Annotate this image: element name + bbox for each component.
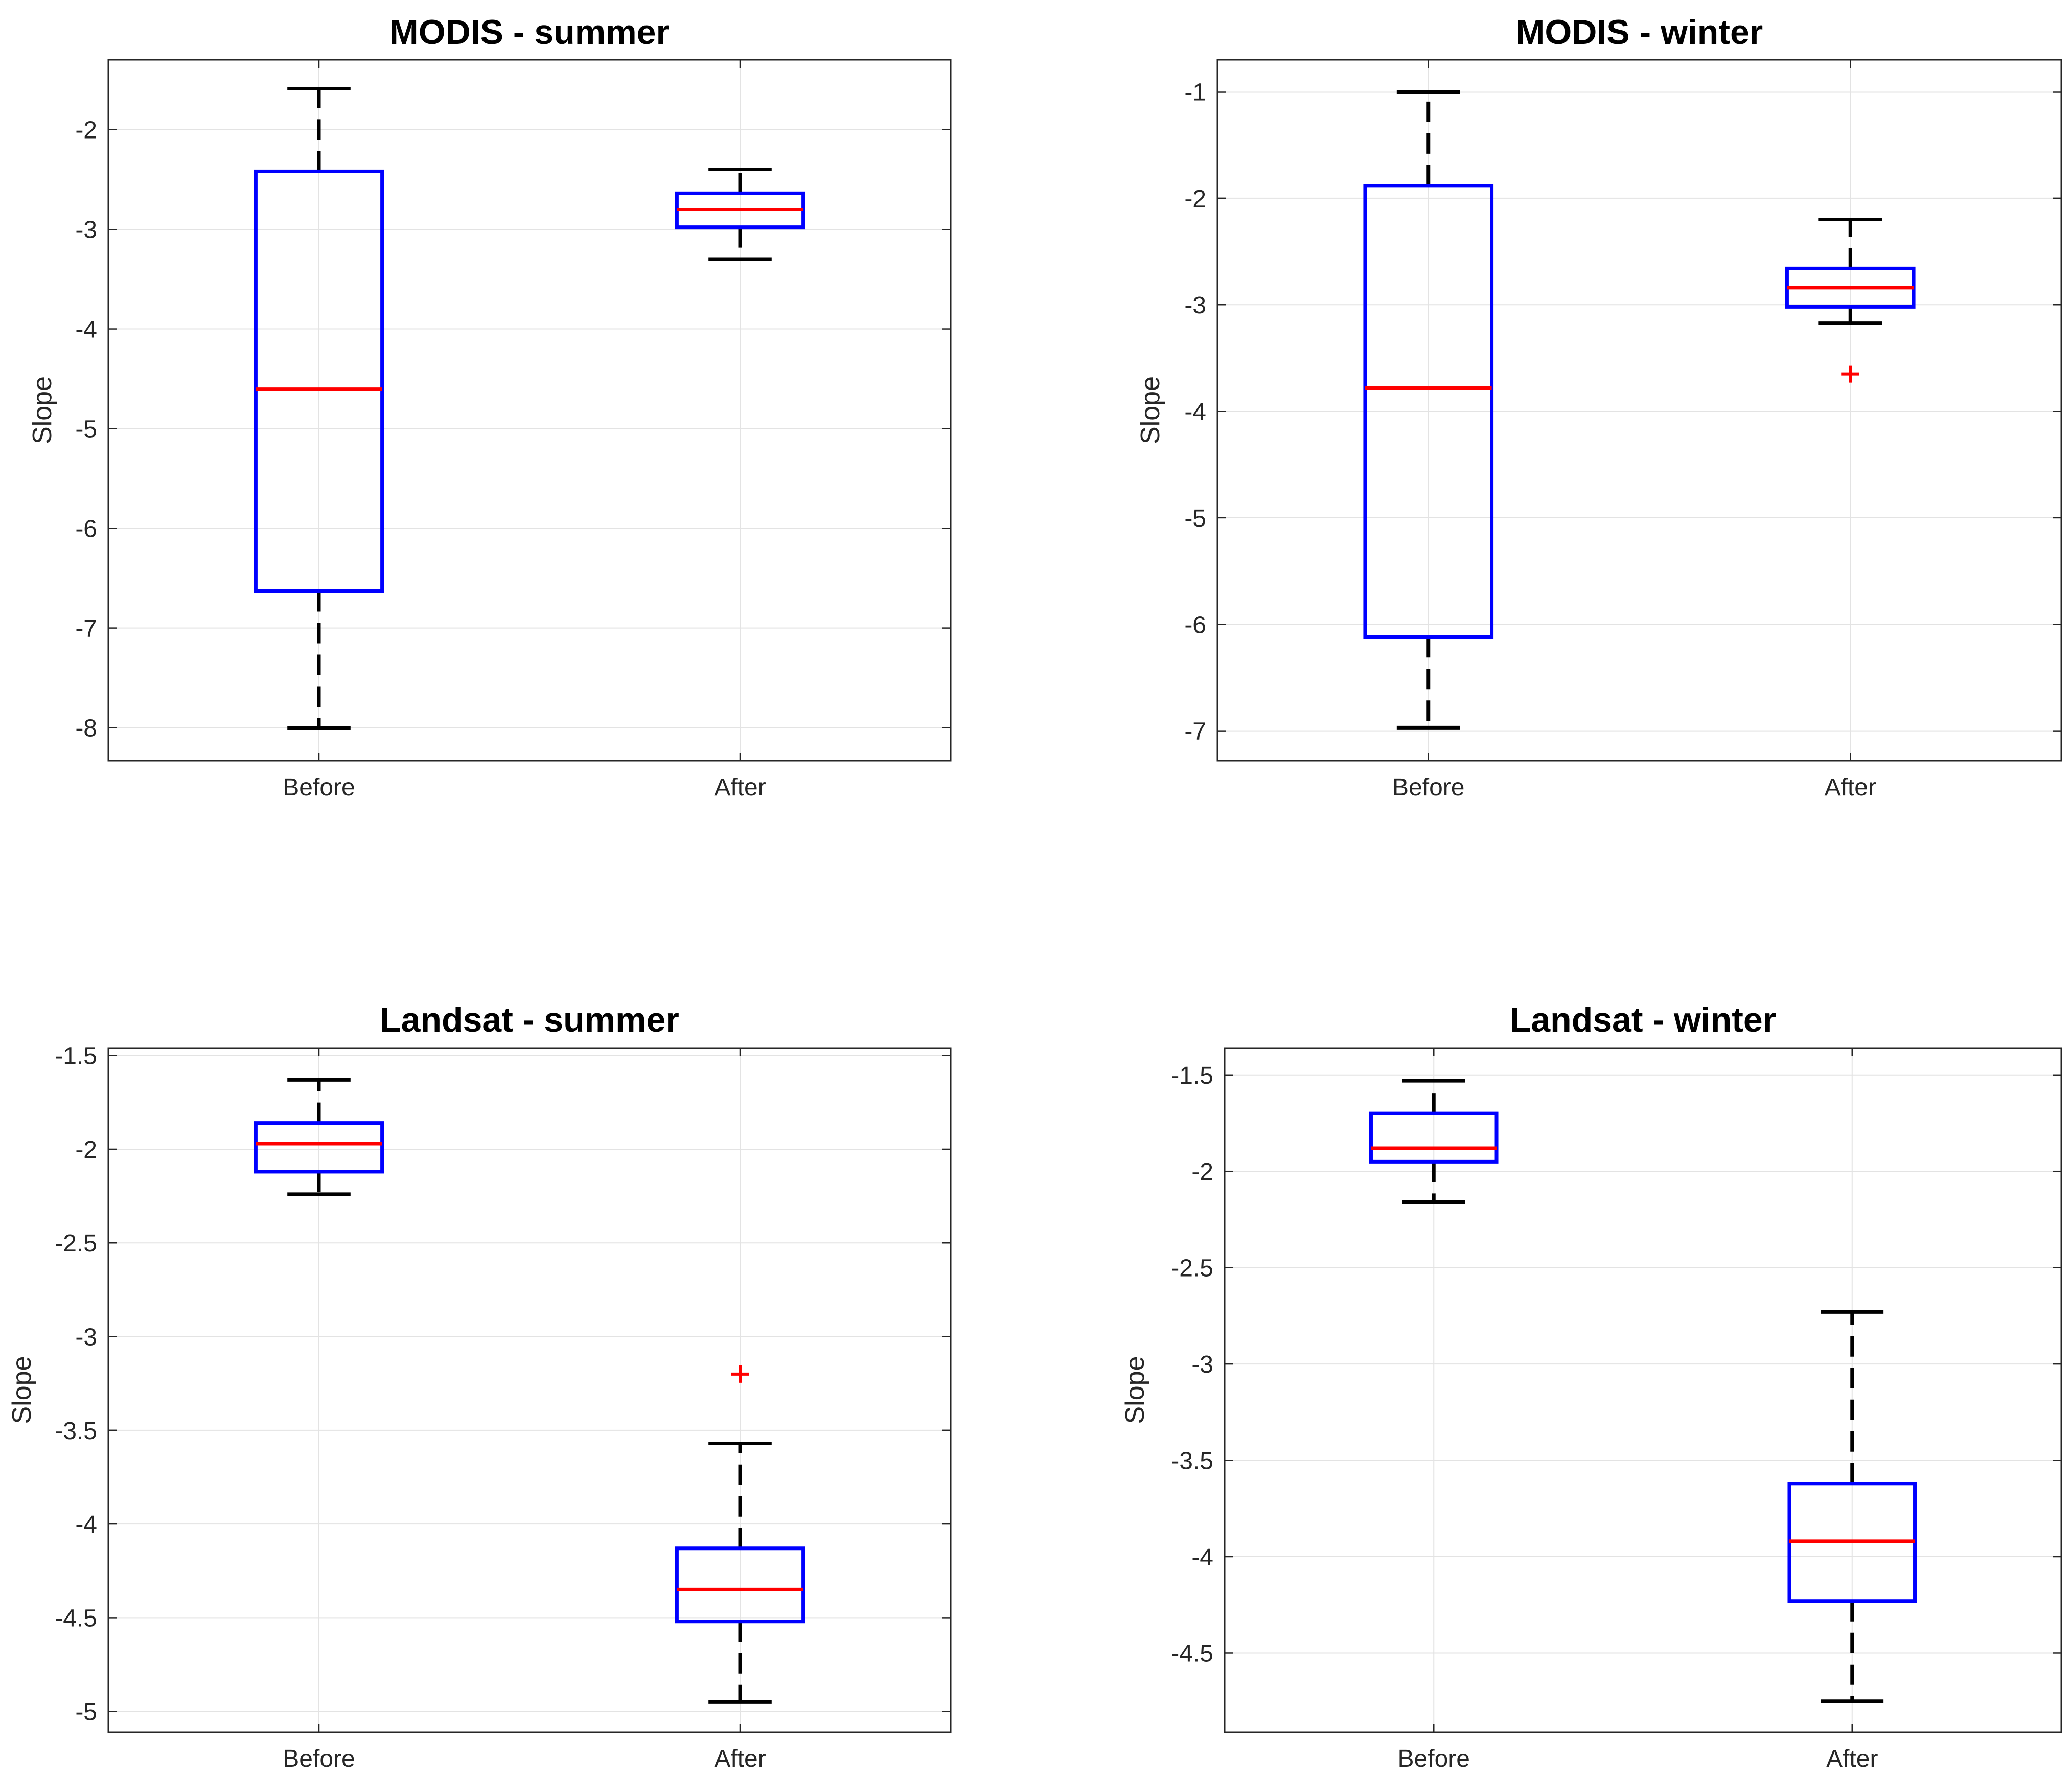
chart-panel-2: -7 -6 -5 -4 -3 -2 -1 Before After MODIS - winter S… [1136,13,2062,801]
y-tick-label: -2 [75,117,97,144]
box-before [254,87,384,730]
axes-frame [107,1047,952,1733]
y-tick-label: -3 [75,1324,97,1351]
y-tick-label: -5 [1184,505,1206,532]
y-tick-label: -2 [75,1136,97,1164]
x-tick-label: Before [1398,1745,1470,1772]
y-axis-label: Slope [1120,1356,1150,1424]
plot-area [1217,60,2061,761]
x-tick-label: Before [283,774,355,801]
y-tick-label: -5 [75,1699,97,1726]
y-tick-label: -2 [1184,186,1206,213]
chart-panel-3: -5 -4.5 -4 -3.5 -3 -2.5 -2 -1.5 Before After Lands… [7,1000,952,1772]
y-tick-label: -6 [1184,611,1206,639]
y-tick-label: -3.5 [55,1418,97,1445]
y-axis-label: Slope [7,1356,37,1424]
x-tick-label: Before [1392,774,1464,801]
y-tick-label: -4 [1191,1544,1213,1571]
chart-title: MODIS - summer [389,13,670,52]
axes-frame [1216,59,2062,762]
y-tick-label: -3 [1191,1351,1213,1378]
box-iqr [254,1121,384,1174]
y-tick-label: -4 [1184,399,1206,426]
outlier-marker [1841,365,1859,383]
y-tick-label: -7 [1184,718,1206,745]
y-tick-label: -4 [75,1511,97,1538]
y-tick-label: -6 [75,516,97,543]
box-after [675,168,805,261]
axes-frame [1224,1047,2062,1733]
chart-title: MODIS - winter [1516,13,1763,52]
x-tick-label: After [714,1745,766,1772]
y-tick-label: -8 [75,715,97,742]
y-tick-label: -4.5 [1171,1640,1213,1667]
x-tick-label: Before [283,1745,355,1772]
y-tick-label: -1.5 [1171,1062,1213,1089]
box-iqr [1363,184,1494,639]
y-axis-label: Slope [1136,376,1165,444]
plot-area [108,60,951,761]
plot-area [108,1048,951,1732]
chart-panel-1: -8 -7 -6 -5 -4 -3 -2 Before After MODIS - summer S… [28,13,952,801]
box-after [675,1365,805,1704]
y-tick-label: -2.5 [1171,1255,1213,1282]
y-tick-label: -1.5 [55,1043,97,1070]
box-before [1369,1079,1499,1204]
box-iqr [675,1546,805,1624]
y-tick-label: -3 [75,217,97,244]
axes-frame [107,59,952,762]
y-tick-label: -2 [1191,1158,1213,1186]
box-before [254,1078,384,1196]
chart-panel-4: -4.5 -4 -3.5 -3 -2.5 -2 -1.5 Before After Landsat… [1120,1000,2062,1772]
box-after [1787,1310,1917,1703]
y-tick-label: -5 [75,416,97,443]
box-iqr [1369,1111,1499,1164]
y-tick-label: -2.5 [55,1230,97,1257]
x-tick-label: After [1826,1745,1878,1772]
y-tick-label: -7 [75,616,97,643]
x-tick-label: After [714,774,766,801]
y-tick-label: -3.5 [1171,1448,1213,1475]
chart-title: Landsat - winter [1510,1000,1776,1039]
chart-title: Landsat - summer [380,1000,679,1039]
plot-area [1225,1048,2061,1732]
y-tick-label: -4 [75,316,97,344]
box-iqr [254,169,384,593]
box-before [1363,90,1494,730]
y-tick-label: -3 [1184,292,1206,319]
box-after [1785,218,1916,383]
y-tick-label: -4.5 [55,1605,97,1632]
outlier-marker [731,1365,749,1383]
x-tick-label: After [1825,774,1876,801]
y-tick-label: -1 [1184,79,1206,106]
y-axis-label: Slope [28,376,57,444]
